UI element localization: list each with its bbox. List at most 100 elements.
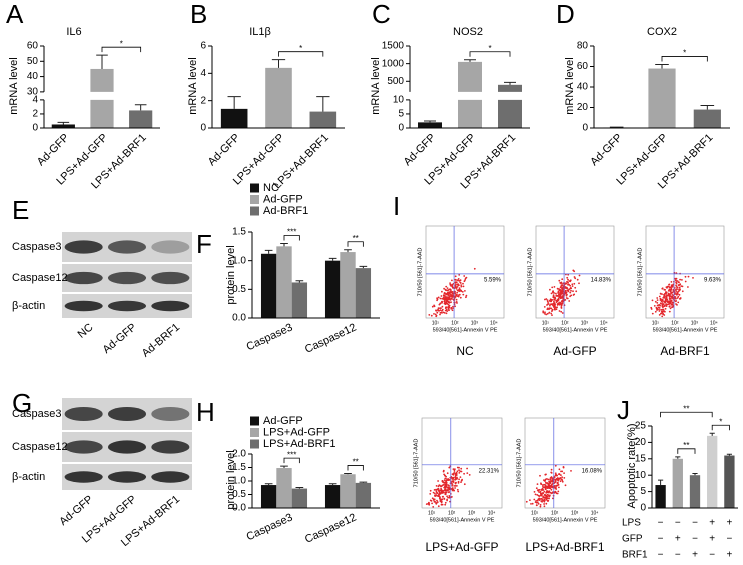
event-dot <box>539 474 541 477</box>
y-tick-label: 500 <box>387 76 404 87</box>
event-dot <box>533 491 536 493</box>
y-tick-label: 6 <box>200 41 206 52</box>
event-dot <box>431 502 433 505</box>
y-axis-label: protein level <box>225 245 237 304</box>
event-dot <box>435 502 438 504</box>
event-dot <box>460 467 463 470</box>
event-dot <box>559 297 562 300</box>
blot-band <box>151 406 190 422</box>
event-dot <box>444 301 446 303</box>
event-dot <box>671 285 674 288</box>
error-bar <box>675 456 681 459</box>
panel-letter: C <box>372 0 391 29</box>
event-dot <box>671 284 673 286</box>
event-dot <box>454 305 456 308</box>
event-dot <box>555 492 558 495</box>
event-dot <box>573 293 576 296</box>
legend-swatch <box>250 439 259 449</box>
event-dot <box>443 312 446 314</box>
event-dot <box>555 484 558 487</box>
event-dot <box>465 294 468 297</box>
event-dot <box>552 294 555 296</box>
event-dot <box>658 310 661 312</box>
event-dot <box>458 478 460 481</box>
event-dot <box>437 480 439 482</box>
significance-label: ** <box>353 458 359 467</box>
event-dot <box>435 489 438 491</box>
event-dot <box>432 491 435 494</box>
condition-name: GFP <box>622 534 643 545</box>
condition-mark: − <box>726 534 732 545</box>
event-dot <box>547 491 550 494</box>
event-dot <box>678 286 681 289</box>
event-dot <box>545 498 548 501</box>
y-axis-label: Apoptotic rate(%) <box>626 424 638 509</box>
event-dot <box>663 293 665 296</box>
x-tick-label: 10³ <box>581 320 589 326</box>
x-tick-label: 10¹ <box>542 320 550 326</box>
event-dot <box>446 498 448 501</box>
event-dot <box>558 310 561 312</box>
event-dot <box>453 485 456 487</box>
event-dot <box>529 499 531 501</box>
bar <box>340 252 356 318</box>
event-dot <box>551 477 553 480</box>
significance-label: *** <box>287 450 296 459</box>
event-dot <box>553 299 556 301</box>
event-dot <box>655 306 658 309</box>
legend-label: Ad-BRF1 <box>263 205 308 217</box>
quadrant-percent: 22.31% <box>479 468 500 474</box>
bar <box>129 110 153 128</box>
event-dot <box>461 478 463 481</box>
event-dot <box>572 290 574 293</box>
event-dot <box>661 287 664 290</box>
event-dot <box>446 289 448 292</box>
event-dot <box>429 489 432 492</box>
event-dot <box>539 494 542 497</box>
event-dot <box>460 470 463 473</box>
event-dot <box>559 480 562 483</box>
event-dot <box>451 279 453 282</box>
event-dot <box>670 288 673 291</box>
x-tick-label: 10² <box>561 320 569 326</box>
bar <box>672 458 683 508</box>
event-dot <box>450 285 452 287</box>
event-dot <box>539 504 542 506</box>
event-dot <box>441 480 444 483</box>
event-dot <box>452 307 454 310</box>
event-dot <box>439 492 442 495</box>
event-dot <box>564 484 567 487</box>
event-dot <box>451 285 454 287</box>
event-dot <box>451 483 454 485</box>
event-dot <box>666 300 669 303</box>
event-dot <box>674 277 677 280</box>
event-dot <box>443 298 445 300</box>
event-dot <box>551 486 554 488</box>
event-dot <box>462 282 464 285</box>
event-dot <box>549 288 551 291</box>
event-dot <box>447 305 450 308</box>
event-dot <box>453 471 456 473</box>
event-dot <box>547 307 549 310</box>
event-dot <box>658 295 661 298</box>
event-dot <box>561 479 564 482</box>
event-dot <box>570 289 572 292</box>
event-dot <box>439 307 441 310</box>
event-dot <box>566 297 569 300</box>
bar <box>498 84 522 128</box>
significance-bracket <box>101 46 142 53</box>
event-dot <box>556 294 558 297</box>
quadrant-percent: 14.83% <box>591 277 612 283</box>
event-dot <box>437 495 440 498</box>
event-dot <box>662 306 664 309</box>
y-tick-label: 5 <box>398 109 404 120</box>
event-dot <box>549 479 552 481</box>
error-bar <box>264 249 273 254</box>
legend-label: Ad-GFP <box>263 415 303 427</box>
event-dot <box>432 506 435 508</box>
blot-row-label: Caspase12 <box>12 272 68 284</box>
event-dot <box>459 289 462 292</box>
event-dot <box>444 477 447 480</box>
error-bar <box>359 481 368 483</box>
event-dot <box>455 471 458 474</box>
